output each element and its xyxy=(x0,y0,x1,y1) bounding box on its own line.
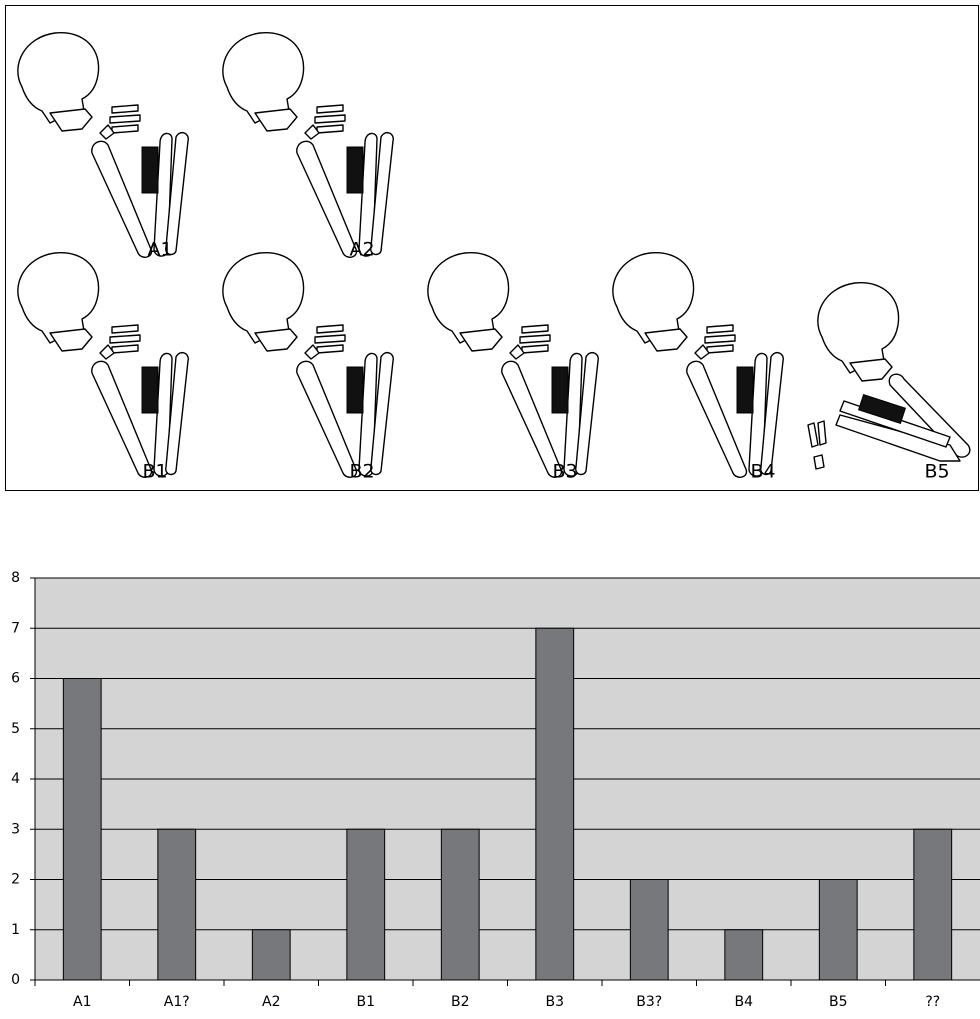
y-tick-label: 3 xyxy=(11,821,20,837)
bar xyxy=(819,880,857,981)
figure-label: B1 xyxy=(142,461,167,483)
y-tick-label: 7 xyxy=(11,620,20,636)
y-tick-label: 2 xyxy=(11,872,20,888)
x-tick-label: A2 xyxy=(262,994,280,1010)
bar xyxy=(347,829,385,980)
y-tick-label: 1 xyxy=(11,922,20,938)
x-tick-label: B4 xyxy=(734,994,753,1010)
figure-label: B4 xyxy=(750,461,775,483)
y-tick-label: 4 xyxy=(11,771,20,787)
y-tick-label: 5 xyxy=(11,721,20,737)
x-tick-label: B1 xyxy=(356,994,375,1010)
figure-label: A2 xyxy=(349,239,374,261)
x-tick-label: A1 xyxy=(73,994,91,1010)
figure-label: A1 xyxy=(147,239,172,261)
bar xyxy=(158,829,196,980)
bar xyxy=(630,880,668,981)
bar xyxy=(252,930,290,980)
bar xyxy=(914,829,952,980)
figure-label: B5 xyxy=(924,461,949,483)
x-tick-label: B3? xyxy=(636,994,662,1010)
x-tick-label: ?? xyxy=(925,994,940,1010)
x-tick-label: B3 xyxy=(545,994,564,1010)
bar xyxy=(725,930,763,980)
y-tick-label: 8 xyxy=(11,570,20,586)
bar xyxy=(63,679,101,981)
chart: 0 1 2 3 4 5 6 7 8 A1 A1? A2 B1 B2 B3 B3? B4 B5?? xyxy=(11,570,980,1010)
x-tick-label: A1? xyxy=(164,994,190,1010)
y-tick-label: 0 xyxy=(11,972,20,988)
x-tick-label: B2 xyxy=(451,994,470,1010)
y-tick-label: 6 xyxy=(11,671,20,687)
figure-label: B3 xyxy=(552,461,577,483)
bar xyxy=(536,628,574,980)
page: A1 A2 B1 B2 B3 B4 B5 0 1 2 3 4 5 6 7 8 A1 A1? A2 B1 B… xyxy=(0,0,980,1015)
x-tick-label: B5 xyxy=(829,994,848,1010)
figure-label: B2 xyxy=(349,461,374,483)
bar xyxy=(441,829,479,980)
